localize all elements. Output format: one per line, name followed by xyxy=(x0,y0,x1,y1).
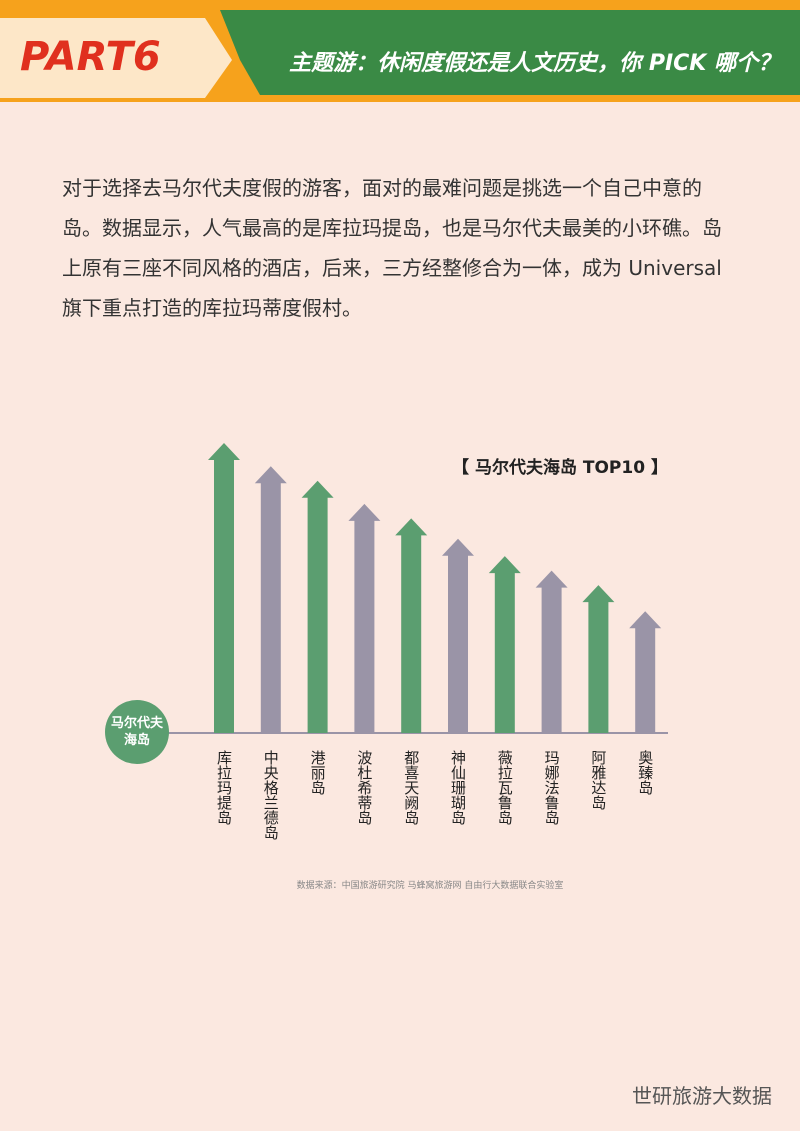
header-title: 主题游：休闲度假还是人文历史，你 PICK 哪个？ xyxy=(289,50,780,76)
x-tick-label: 都喜天阙岛 xyxy=(402,750,420,825)
part-label: PART6 xyxy=(20,34,161,80)
bar-arrow xyxy=(301,480,334,733)
x-tick-label: 薇拉瓦鲁岛 xyxy=(496,750,514,825)
footer-brand: 世研旅游大数据 xyxy=(632,1084,772,1108)
x-tick-label: 库拉玛提岛 xyxy=(215,750,233,825)
paragraph: 对于选择去马尔代夫度假的游客，面对的最难问题是挑选一个自己中意的岛。数据显示，人… xyxy=(62,176,722,320)
source: 数据来源：中国旅游研究院 马蜂窝旅游网 自由行大数据联合实验室 xyxy=(297,879,564,891)
bar-arrow xyxy=(395,518,428,733)
x-tick-label: 中央格兰德岛 xyxy=(262,750,280,840)
part-box xyxy=(0,18,232,98)
bar-arrow xyxy=(629,611,662,733)
bar-arrow xyxy=(348,503,381,733)
x-tick-label: 阿雅达岛 xyxy=(589,750,607,810)
bar-arrow xyxy=(535,570,568,733)
x-tick-label: 奥臻岛 xyxy=(636,750,654,795)
header: PART6 主题游：休闲度假还是人文历史，你 PICK 哪个？ xyxy=(0,0,800,102)
title-band xyxy=(220,10,800,95)
x-tick-label: 港丽岛 xyxy=(309,750,327,795)
bar-arrow xyxy=(488,556,521,733)
x-tick-label: 神仙珊瑚岛 xyxy=(449,750,467,825)
x-tick-label: 玛娜法鲁岛 xyxy=(543,750,561,825)
x-tick-label: 波杜希蒂岛 xyxy=(355,750,373,825)
bar-arrow xyxy=(442,538,474,733)
chart-title: 【 马尔代夫海岛 TOP10 】 xyxy=(452,457,668,478)
bar-arrow xyxy=(208,443,240,733)
axis-label: 马尔代夫海岛 xyxy=(105,700,169,764)
bar-arrow xyxy=(582,585,615,733)
bar-arrow xyxy=(254,466,287,733)
